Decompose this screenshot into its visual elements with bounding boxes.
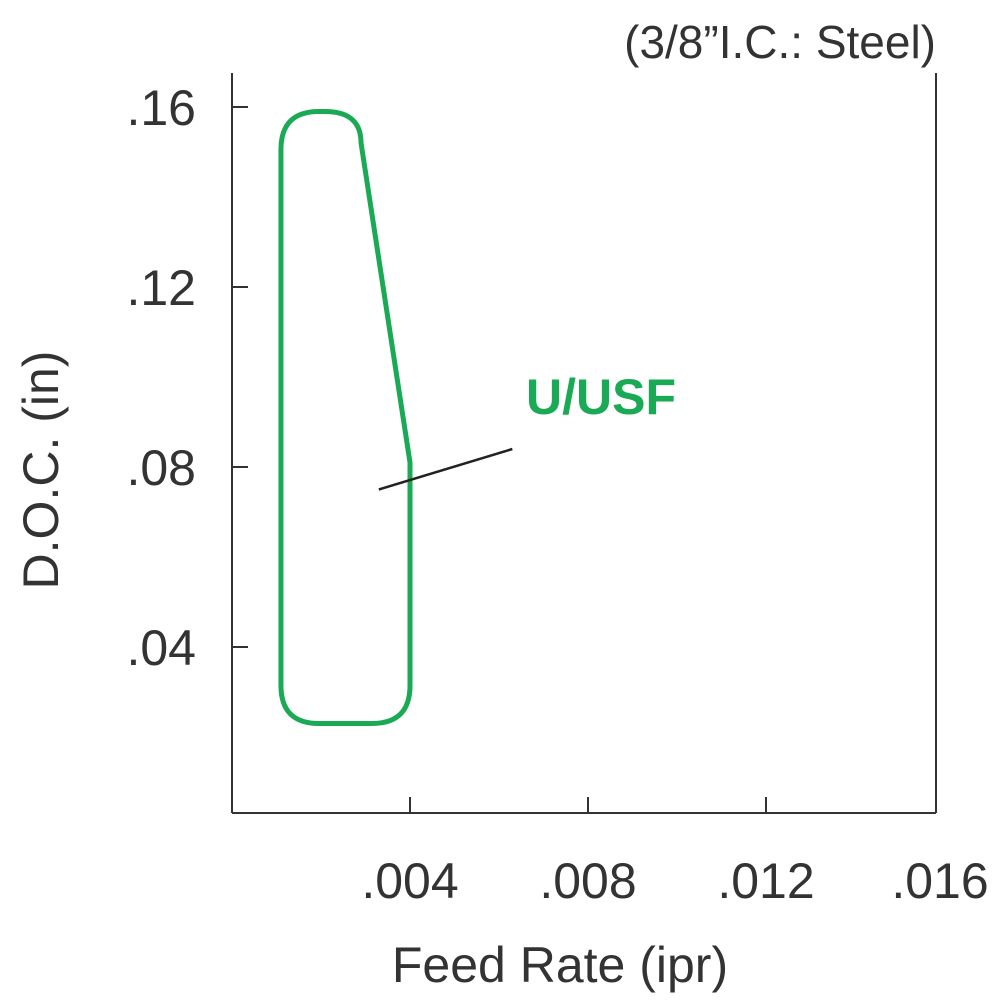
y-tick-label: .08	[126, 440, 196, 496]
regions-group: U/USF	[278, 109, 676, 726]
x-ticks-group: .004 .008 .012 .016	[361, 797, 989, 909]
x-tick-label: .004	[361, 853, 458, 909]
region-leader-line	[378, 447, 513, 491]
region-label: U/USF	[526, 369, 676, 425]
x-tick-label: .012	[717, 853, 814, 909]
x-axis-title: Feed Rate (ipr)	[392, 937, 728, 993]
chart-title: (3/8”I.C.: Steel)	[624, 16, 936, 68]
region-outline	[278, 109, 413, 726]
x-tick-label: .016	[891, 853, 988, 909]
y-axis-title: D.O.C. (in)	[13, 351, 69, 590]
axes-group	[231, 73, 937, 814]
y-tick-label: .04	[126, 620, 196, 676]
y-tick-label: .16	[126, 80, 196, 136]
y-tick-label: .12	[126, 260, 196, 316]
x-tick-label: .008	[539, 853, 636, 909]
y-ticks-group: .04 .08 .12 .16	[126, 80, 248, 676]
